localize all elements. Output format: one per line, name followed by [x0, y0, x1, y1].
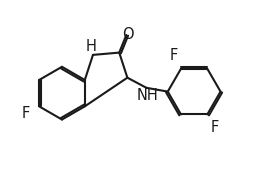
Text: F: F [211, 120, 219, 135]
Text: H: H [86, 39, 97, 54]
Text: F: F [22, 106, 30, 121]
Text: O: O [122, 28, 134, 42]
Text: F: F [169, 48, 178, 63]
Text: NH: NH [137, 88, 159, 103]
